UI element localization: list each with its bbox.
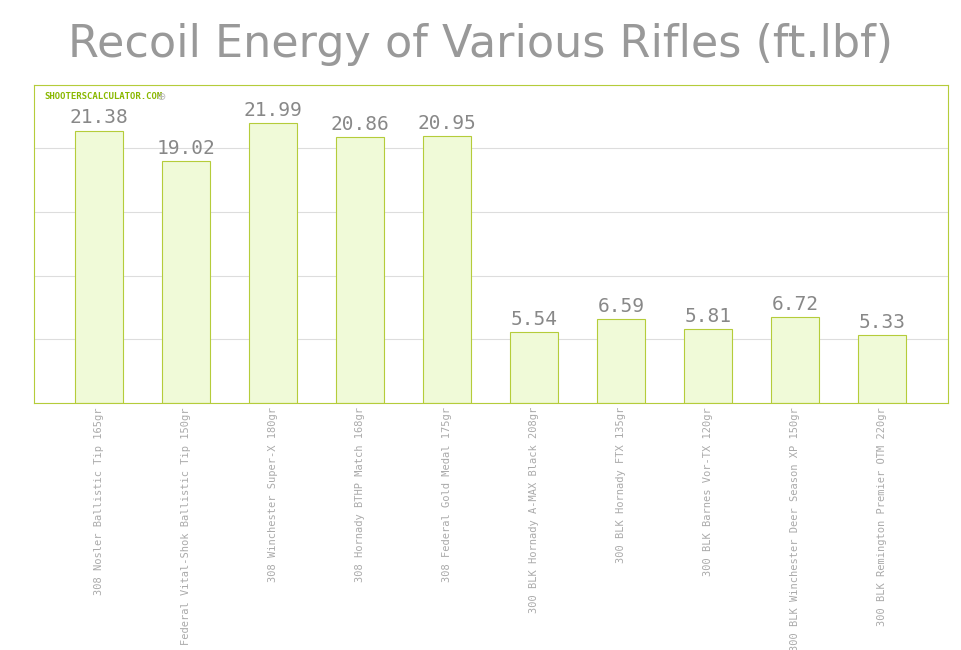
Bar (597, 319, 645, 403)
Text: 5.33: 5.33 (858, 313, 904, 332)
Text: 6.59: 6.59 (597, 297, 644, 316)
Text: 20.95: 20.95 (417, 114, 476, 133)
Bar (683, 329, 731, 403)
Bar (75, 131, 123, 403)
Text: 5.54: 5.54 (510, 310, 557, 330)
Text: Recoil Energy of Various Rifles (ft.lbf): Recoil Energy of Various Rifles (ft.lbf) (68, 23, 893, 66)
Bar (335, 137, 383, 403)
Text: 5.81: 5.81 (684, 307, 731, 326)
Text: 21.99: 21.99 (243, 101, 302, 120)
Text: 21.38: 21.38 (70, 109, 129, 127)
Text: 20.86: 20.86 (331, 115, 389, 134)
Bar (509, 332, 557, 403)
Bar (857, 335, 905, 403)
Text: SHOOTERSCALCULATOR.COM: SHOOTERSCALCULATOR.COM (44, 92, 162, 101)
Text: ⊕: ⊕ (157, 92, 166, 101)
Bar (423, 136, 471, 403)
Text: 19.02: 19.02 (157, 138, 215, 157)
Bar (771, 317, 818, 403)
Text: 6.72: 6.72 (771, 295, 818, 314)
Bar (249, 123, 297, 403)
Bar (162, 161, 209, 403)
